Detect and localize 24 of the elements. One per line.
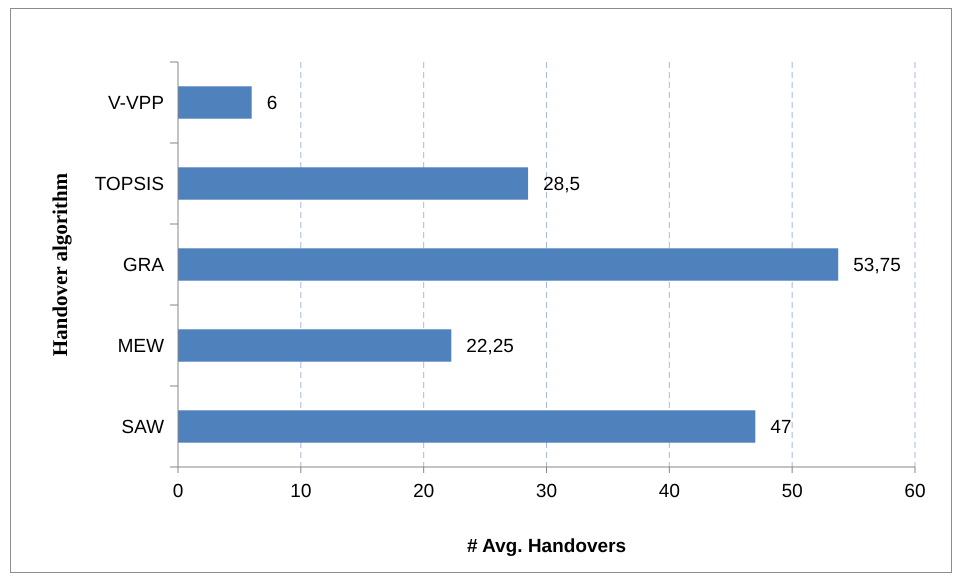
data-label: 53,75 — [853, 255, 901, 276]
bar — [178, 86, 252, 119]
y-tick-label: V-VPP — [108, 93, 164, 114]
y-axis-title: Handover algorithm — [48, 172, 72, 356]
y-tick-label: SAW — [121, 417, 164, 438]
data-label: 22,25 — [466, 336, 514, 358]
x-tick-label: 50 — [782, 481, 803, 502]
data-label: 28,5 — [543, 174, 580, 196]
bar — [178, 167, 528, 200]
y-tick-label: MEW — [118, 336, 164, 358]
bar — [178, 248, 838, 281]
x-tick-label: 20 — [413, 481, 434, 502]
x-tick-label: 40 — [658, 481, 680, 502]
y-tick-label: TOPSIS — [94, 174, 164, 196]
data-label: 6 — [266, 93, 278, 114]
x-tick-label: 10 — [290, 481, 312, 502]
y-tick-label: GRA — [122, 255, 164, 276]
x-tick-label: 60 — [904, 481, 926, 502]
data-label: 47 — [770, 417, 792, 438]
x-tick-label: 0 — [172, 481, 184, 502]
bar — [178, 329, 452, 362]
x-tick-label: 30 — [536, 481, 558, 502]
x-axis-title: # Avg. Handovers — [466, 536, 626, 557]
bar — [178, 410, 756, 443]
